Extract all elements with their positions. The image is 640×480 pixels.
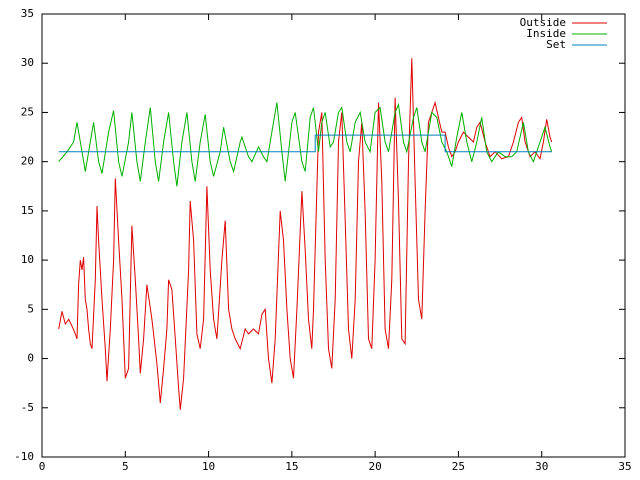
y-tick-label: -5 bbox=[21, 401, 34, 414]
x-tick-label: 30 bbox=[535, 460, 548, 473]
x-tick-label: 25 bbox=[452, 460, 465, 473]
x-tick-label: 20 bbox=[369, 460, 382, 473]
x-tick-label: 15 bbox=[285, 460, 298, 473]
plot-border bbox=[41, 13, 626, 458]
y-tick-label: 35 bbox=[21, 7, 34, 20]
legend-label: Set bbox=[546, 38, 566, 51]
y-tick-label: 30 bbox=[21, 56, 34, 69]
x-tick-label: 35 bbox=[618, 460, 631, 473]
y-tick-label: 10 bbox=[21, 253, 34, 266]
legend-label: Outside bbox=[520, 16, 566, 29]
x-tick-label: 0 bbox=[39, 460, 46, 473]
x-tick-label: 10 bbox=[202, 460, 215, 473]
y-tick-label: -10 bbox=[14, 450, 34, 463]
y-tick-label: 15 bbox=[21, 204, 34, 217]
series-line bbox=[58, 58, 553, 410]
y-tick-label: 20 bbox=[21, 155, 34, 168]
series-line bbox=[58, 134, 552, 153]
series-line bbox=[58, 102, 553, 187]
legend-label: Inside bbox=[526, 27, 566, 40]
y-tick-label: 0 bbox=[27, 352, 34, 365]
y-tick-label: 25 bbox=[21, 105, 34, 118]
y-tick-label: 5 bbox=[27, 302, 34, 315]
x-tick-label: 5 bbox=[122, 460, 129, 473]
